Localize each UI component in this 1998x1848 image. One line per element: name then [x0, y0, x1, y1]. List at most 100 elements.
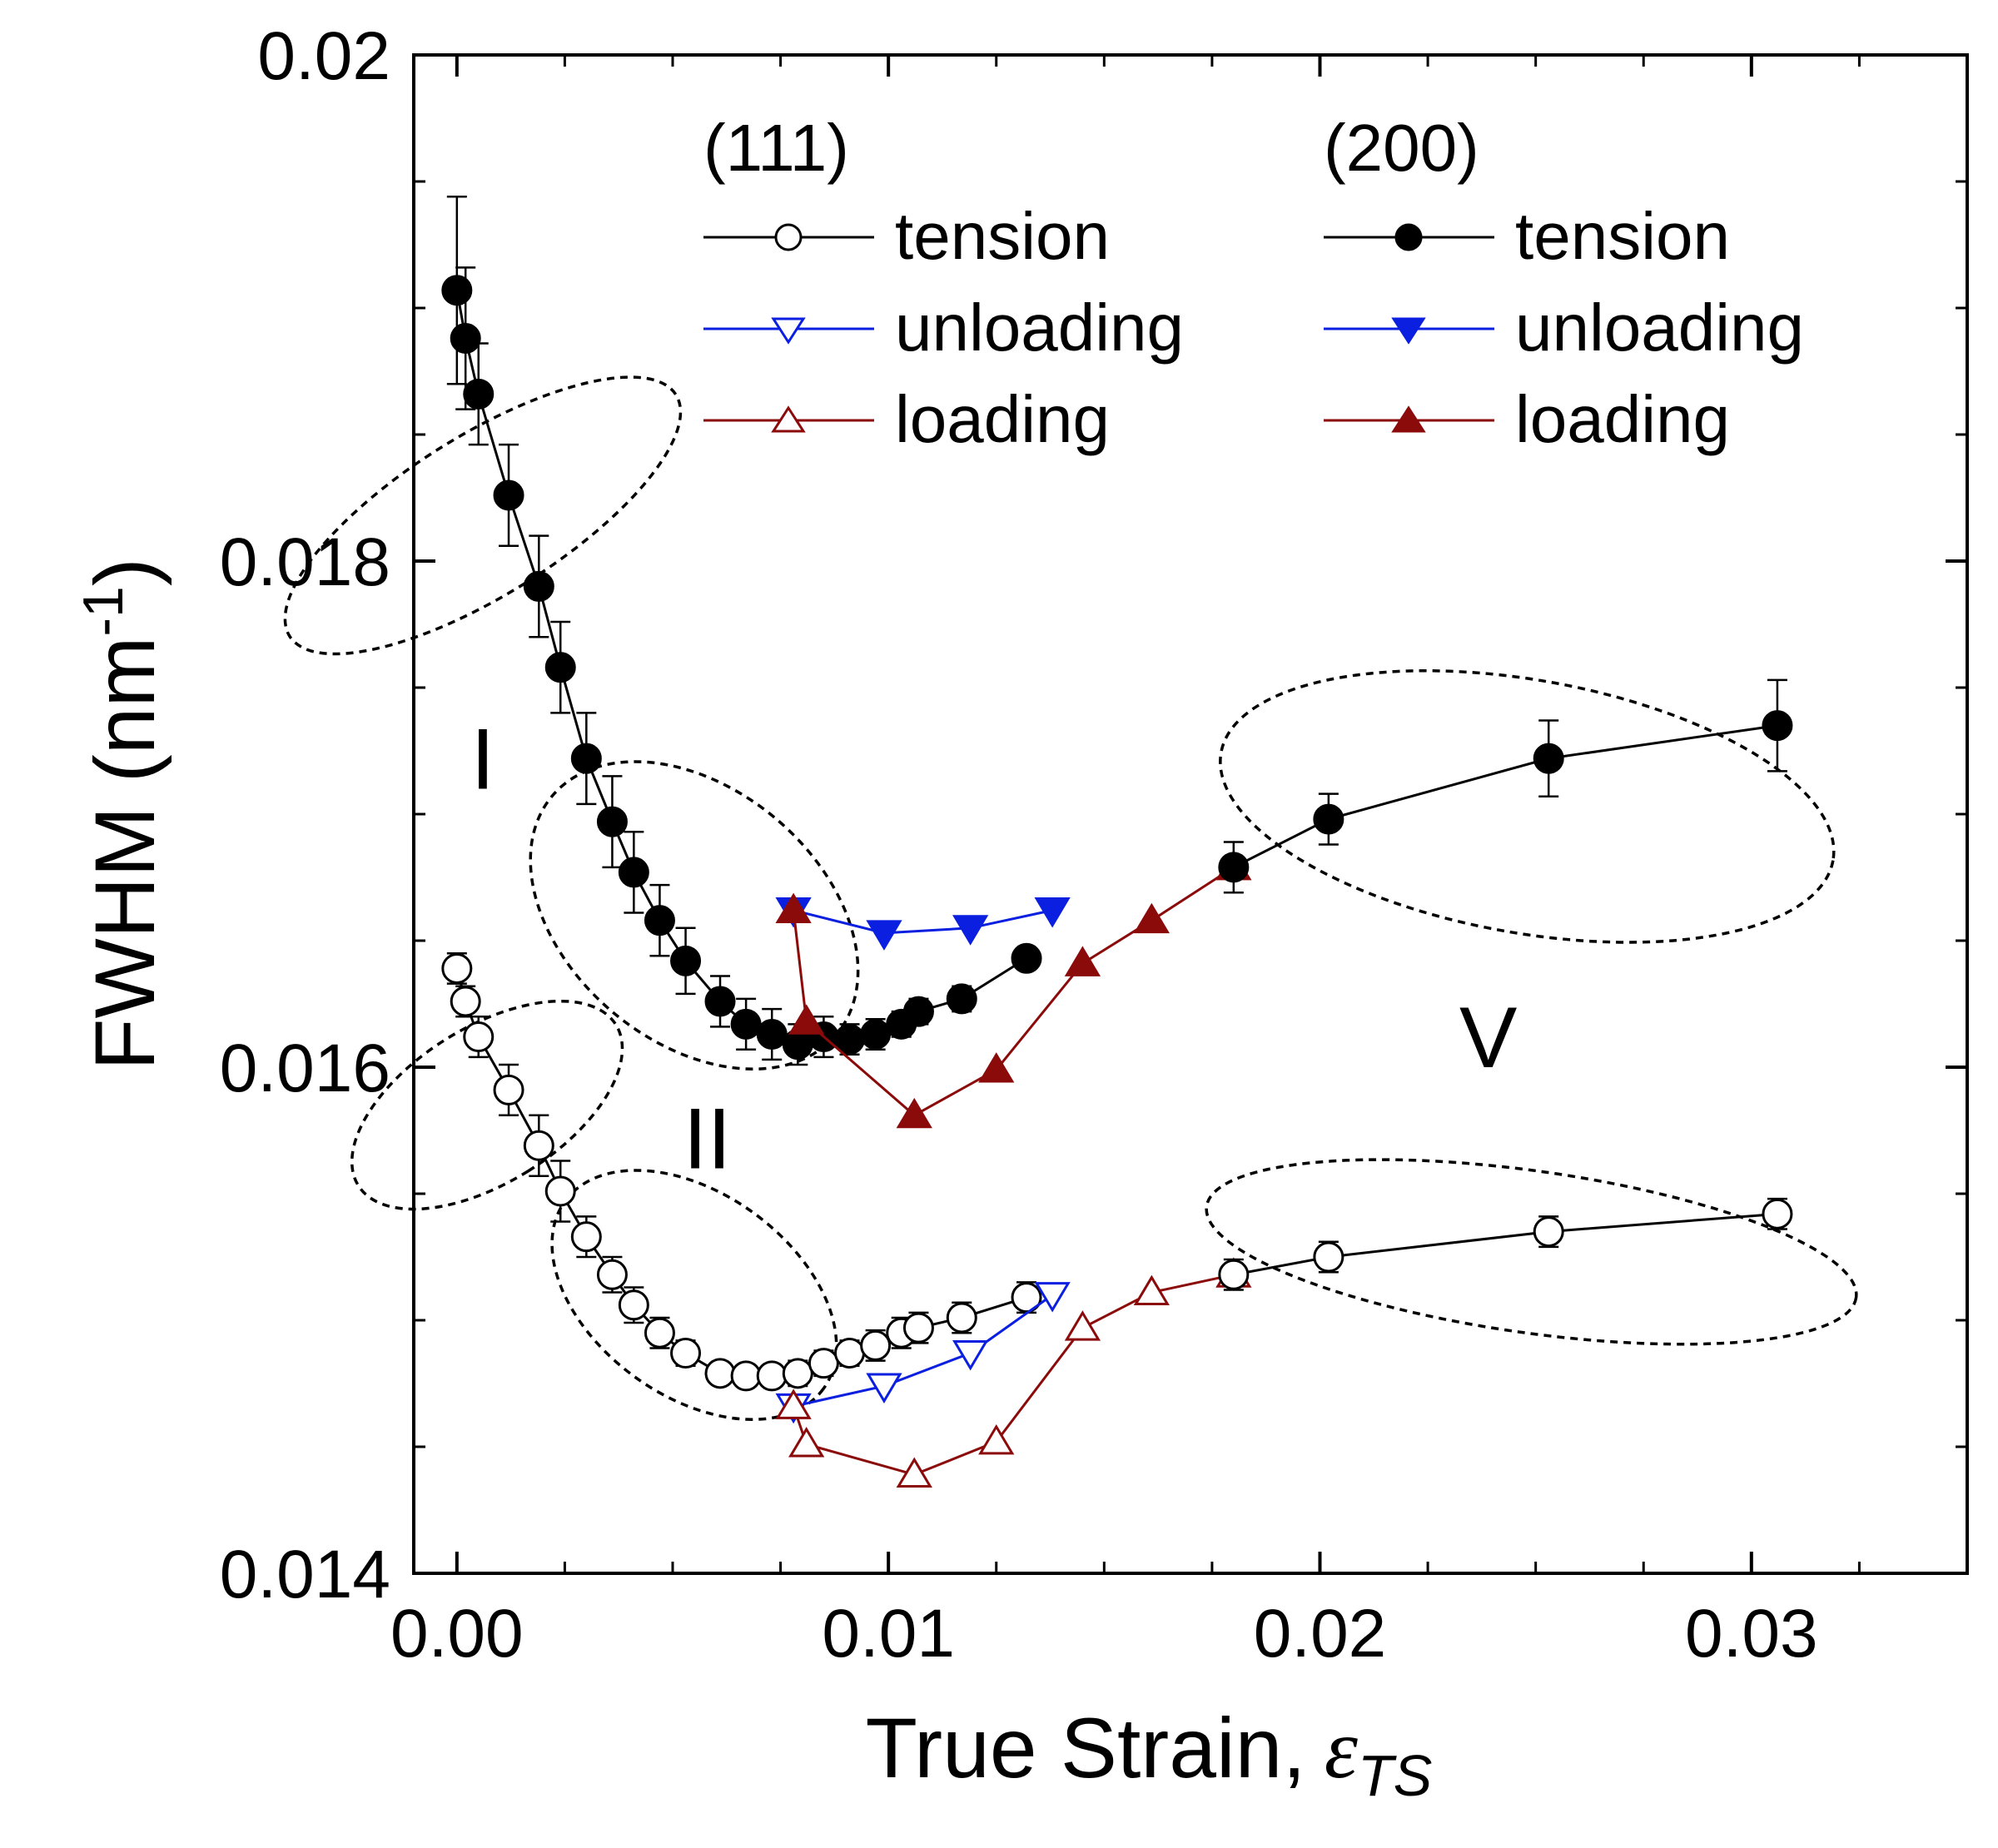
legend-marker-200-unloading [1391, 317, 1426, 345]
data-point-1 [952, 1340, 989, 1371]
region-ellipse-4 [350, 999, 624, 1211]
data-point-4 [523, 570, 554, 602]
data-point-0 [441, 275, 473, 306]
data-point-17 [860, 1329, 892, 1361]
data-point-2 [866, 1373, 902, 1403]
legend-label-111-unloading: unloading [895, 291, 1184, 365]
y-axis-title-close: ) [77, 558, 172, 586]
data-point-13 [756, 1360, 788, 1392]
legend-label-111-loading: loading [895, 382, 1110, 456]
data-point-1 [788, 1004, 825, 1035]
legend-marker-200-tension [1394, 223, 1423, 251]
legend-label-111-tension: tension [895, 199, 1110, 273]
data-point-3 [493, 1074, 524, 1105]
data-point-3 [978, 1052, 1015, 1083]
data-point-6 [570, 743, 602, 774]
data-point-2 [1533, 743, 1564, 774]
y-axis-title: FWHM (nm-1) [72, 558, 172, 1071]
data-point-10 [670, 1338, 702, 1369]
data-point-5 [1133, 902, 1170, 934]
y-tick-label-2: 0.018 [220, 524, 390, 600]
x-axis-title-text: True Strain, [866, 1701, 1306, 1796]
data-point-5 [544, 1175, 576, 1207]
data-point-2 [866, 920, 902, 951]
legend-label-200-loading: loading [1515, 382, 1730, 456]
data-point-1 [1313, 803, 1344, 835]
series-200-tension [441, 195, 1042, 1066]
series-line [1233, 724, 1778, 869]
x-tick-label-3: 0.03 [1685, 1596, 1818, 1672]
data-point-19 [902, 996, 934, 1027]
data-point-0 [775, 1388, 812, 1419]
legend-label-200-unloading: unloading [1515, 291, 1804, 365]
data-point-14 [782, 1358, 813, 1389]
y-tick-label-1: 0.016 [220, 1031, 390, 1106]
region-label-II: II [683, 1091, 732, 1188]
x-tick-label-1: 0.01 [822, 1596, 955, 1672]
y-axis-title-text: FWHM (nm [77, 637, 172, 1071]
data-point-10 [670, 945, 702, 976]
data-point-7 [596, 806, 628, 837]
data-point-21 [1011, 1282, 1042, 1314]
x-axis-symbol: ε [1325, 1702, 1359, 1796]
data-point-1 [788, 1427, 825, 1458]
data-point-20 [946, 1302, 977, 1334]
data-point-11 [704, 1358, 736, 1389]
data-point-9 [644, 1317, 675, 1349]
data-point-4 [1064, 946, 1101, 976]
data-point-19 [902, 1312, 934, 1344]
legend-marker-111-unloading [771, 317, 806, 345]
data-point-15 [808, 1348, 839, 1379]
data-point-1 [450, 986, 481, 1017]
data-point-0 [1034, 1282, 1071, 1313]
legend-marker-200-loading [1391, 405, 1426, 433]
x-tick-label-0: 0.00 [390, 1596, 524, 1672]
data-point-1 [1313, 1241, 1344, 1273]
data-point-2 [896, 1097, 932, 1129]
legend-marker-111-tension [774, 223, 803, 251]
data-point-2 [463, 1021, 495, 1053]
series-200-tension-large-strain [1218, 678, 1793, 894]
data-series [441, 195, 1793, 1488]
axis-tick-labels: 0.00 0.01 0.02 0.03 0.014 0.016 0.018 0.02 [220, 18, 1818, 1672]
series-line [793, 1294, 1054, 1408]
data-point-21 [1011, 942, 1042, 974]
series-line [1233, 1212, 1778, 1276]
region-ellipse-6 [1205, 1158, 1858, 1346]
data-point-0 [1034, 897, 1071, 928]
data-point-1 [450, 322, 481, 354]
data-point-7 [596, 1259, 628, 1290]
data-point-11 [704, 986, 736, 1017]
data-point-2 [896, 1457, 932, 1488]
region-label-I: I [470, 712, 495, 808]
data-point-0 [1218, 1259, 1250, 1290]
y-tick-label-0: 0.014 [220, 1537, 390, 1612]
series-111-tension-large-strain [1218, 1197, 1793, 1291]
data-point-3 [1762, 1198, 1793, 1230]
x-axis-title: True Strain, εTS [866, 1701, 1433, 1808]
data-point-3 [978, 1423, 1015, 1455]
legend-marker-111-loading [771, 405, 806, 433]
data-point-0 [775, 892, 812, 924]
data-point-8 [618, 1289, 649, 1321]
data-point-1 [952, 915, 989, 946]
axis-ticks [414, 53, 1969, 1575]
data-point-3 [1762, 710, 1793, 742]
x-tick-label-2: 0.02 [1254, 1596, 1387, 1672]
series-111-tension [441, 951, 1042, 1392]
data-point-20 [946, 983, 977, 1015]
legend: (111) (200) tension unloading loading te… [703, 111, 1804, 456]
data-point-6 [570, 1221, 602, 1253]
data-point-16 [834, 1338, 866, 1369]
data-point-3 [493, 479, 524, 511]
legend-group-111: (111) [703, 111, 849, 185]
data-point-8 [618, 857, 649, 888]
data-point-4 [523, 1130, 554, 1161]
data-point-9 [644, 905, 675, 936]
data-point-5 [544, 652, 576, 683]
data-point-12 [730, 1008, 762, 1040]
x-axis-subscript: TS [1358, 1743, 1432, 1808]
